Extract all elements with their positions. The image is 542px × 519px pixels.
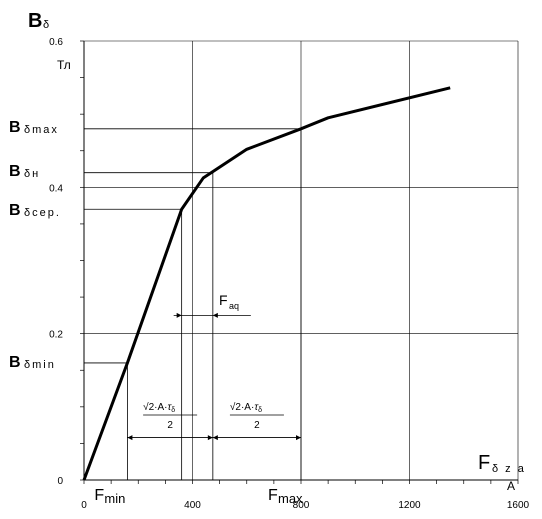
level-label: B: [9, 163, 21, 180]
faq-arrow-left: [176, 312, 182, 318]
y-axis-label: B: [28, 10, 42, 32]
x-tick-label: 0: [81, 500, 87, 511]
formula-denominator: 2: [167, 420, 173, 431]
faq-arrow-right: [212, 312, 218, 318]
axes: 0 400 800 1200 1600 0 0.2 0.4 0.6: [49, 37, 529, 511]
y-tick-label: 0.2: [49, 330, 63, 341]
y-tick-label: 0: [57, 476, 63, 487]
dimension-arrow-left: [127, 435, 133, 441]
level-label: B: [9, 202, 21, 219]
dimension-formula: √2·A·τδ 2: [143, 401, 198, 431]
faq-label-sub: aq: [229, 301, 239, 311]
x-tick-label: 1200: [398, 500, 421, 511]
x-axis-unit: A: [507, 479, 515, 493]
x-marker-label: F: [94, 487, 104, 504]
faq-label: F: [219, 292, 228, 308]
series-layer: [82, 86, 451, 481]
y-tick-label: 0.6: [49, 37, 63, 48]
formula-numerator: √2·A·τδ: [230, 401, 262, 414]
level-label-sub: δн: [24, 168, 40, 180]
x-axis-label-sub: δ z a: [492, 463, 526, 475]
formula-denominator: 2: [254, 420, 260, 431]
dimension-arrow-right: [296, 435, 301, 441]
x-axis-label: F: [478, 452, 490, 474]
level-label: B: [9, 354, 21, 371]
x-tick-label: 800: [293, 500, 310, 511]
level-label-sub: δmin: [24, 359, 56, 371]
y-tick-label: 0.4: [49, 183, 63, 194]
dimension-arrow-right: [207, 435, 213, 441]
x-tick-label: 400: [184, 500, 201, 511]
y-axis-unit: Тл: [57, 58, 71, 72]
x-marker-label-sub: min: [104, 491, 125, 506]
x-tick-label: 1600: [507, 500, 530, 511]
series-line: [82, 86, 451, 481]
guide-lines: [84, 128, 302, 480]
level-label: B: [9, 119, 21, 136]
y-axis-label-sub: δ: [43, 19, 49, 31]
dimension-formula: √2·A·τδ 2: [229, 401, 284, 431]
x-marker-label-sub: max: [278, 491, 303, 506]
formula-numerator: √2·A·τδ: [143, 401, 175, 414]
dimension-arrow-left: [212, 435, 218, 441]
level-label-sub: δmax: [24, 124, 59, 136]
level-label-sub: δсер.: [24, 207, 61, 219]
x-marker-label: F: [268, 487, 278, 504]
